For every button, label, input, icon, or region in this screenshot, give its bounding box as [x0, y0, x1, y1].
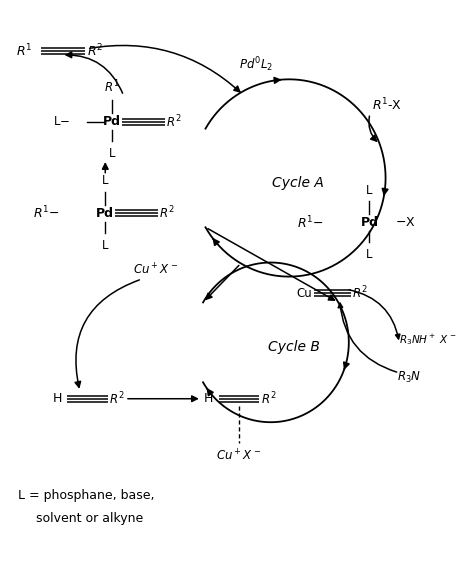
Text: $R^1$-X: $R^1$-X — [372, 97, 402, 113]
Text: Cycle A: Cycle A — [273, 176, 324, 190]
Text: H: H — [53, 392, 62, 405]
Text: $R^1$: $R^1$ — [16, 43, 32, 59]
Text: L: L — [109, 148, 115, 160]
Text: L: L — [366, 248, 373, 261]
Text: $R^2$: $R^2$ — [261, 391, 276, 407]
Text: H: H — [204, 392, 213, 405]
Text: Pd: Pd — [96, 206, 114, 220]
Text: $Cu^+X^-$: $Cu^+X^-$ — [133, 262, 178, 277]
Text: $Pd^0L_2$: $Pd^0L_2$ — [239, 55, 273, 74]
Text: $-$X: $-$X — [395, 216, 415, 229]
Text: L: L — [366, 184, 373, 197]
Text: Cycle B: Cycle B — [268, 340, 319, 354]
Text: $R^2$: $R^2$ — [109, 391, 124, 407]
Text: Cu: Cu — [296, 287, 312, 300]
Text: Pd: Pd — [361, 216, 379, 229]
Text: $R_3NH^+$ $X^-$: $R_3NH^+$ $X^-$ — [400, 332, 457, 347]
Text: $R^2$: $R^2$ — [166, 113, 182, 130]
Text: $R^2$: $R^2$ — [87, 43, 103, 59]
Text: L = phosphane, base,: L = phosphane, base, — [18, 488, 155, 502]
Text: solvent or alkyne: solvent or alkyne — [36, 512, 144, 525]
Text: $R^1$$-$: $R^1$$-$ — [297, 214, 324, 231]
Text: $Cu^+X^-$: $Cu^+X^-$ — [216, 448, 261, 463]
Text: Pd: Pd — [103, 115, 121, 128]
Text: $R^1$$-$: $R^1$$-$ — [33, 205, 59, 221]
Text: $R^1$: $R^1$ — [104, 79, 120, 96]
Text: L: L — [102, 174, 109, 188]
Text: $R_3N$: $R_3N$ — [397, 370, 421, 385]
Text: $R^2$: $R^2$ — [353, 285, 368, 301]
Text: L$-$: L$-$ — [53, 115, 70, 128]
Text: L: L — [102, 239, 109, 252]
Text: $R^2$: $R^2$ — [159, 205, 175, 221]
